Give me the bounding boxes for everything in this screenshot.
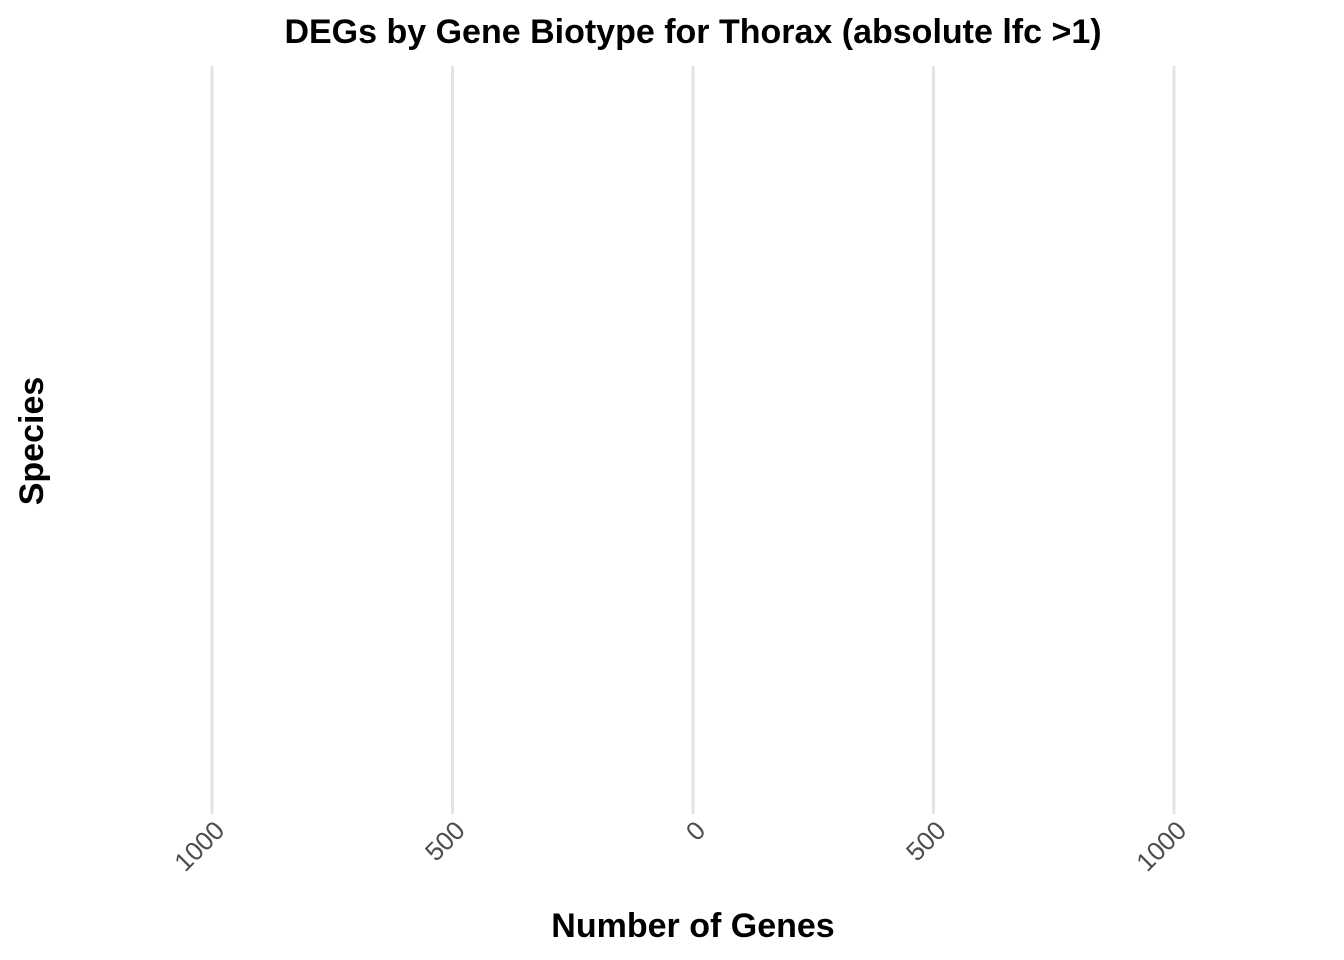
grid-layer (210, 66, 1176, 814)
x-tick-label: 500 (419, 815, 471, 867)
x-tick-label: 0 (680, 815, 711, 846)
x-tick-label: 500 (900, 815, 952, 867)
x-tick-labels: 1000 500 0 500 1000 (168, 815, 1192, 877)
x-tick-label: 1000 (1130, 815, 1192, 877)
x-tick-label: 1000 (168, 815, 230, 877)
x-axis-title: Number of Genes (551, 907, 834, 945)
y-axis-title: Species (13, 377, 51, 506)
chart-title: DEGs by Gene Biotype for Thorax (absolut… (284, 13, 1101, 51)
